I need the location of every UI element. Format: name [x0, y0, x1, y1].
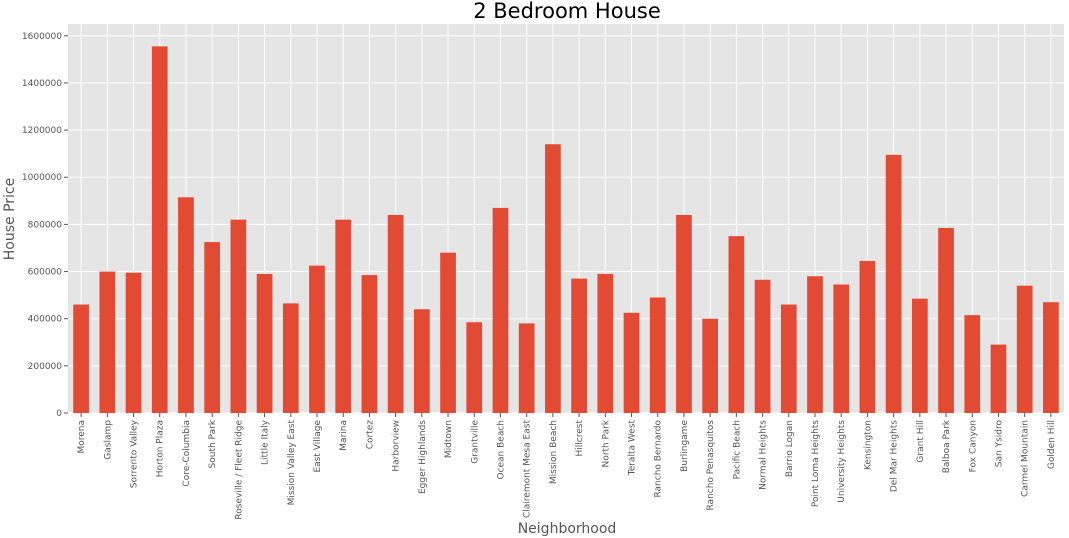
bar [807, 276, 823, 413]
bar [833, 284, 850, 413]
bar [230, 219, 247, 413]
x-axis: Morena Gaslamp Sorrento Valley Horton Plaza… [77, 413, 1057, 520]
bar [702, 318, 719, 413]
bar [178, 197, 194, 413]
x-tick-label: South Park [208, 419, 218, 468]
x-tick-label: Barrio Logan [785, 420, 795, 477]
bar [990, 344, 1007, 413]
bar [885, 154, 902, 413]
bar [676, 214, 692, 413]
chart-title: 2 Bedroom House [473, 0, 661, 23]
x-tick-label: Golden Hill [1047, 420, 1057, 469]
x-tick-label: Roseville / Fleet Ridge [234, 420, 244, 520]
x-tick-label: Normal Heights [759, 420, 769, 490]
x-tick-label: Mission Valley East [287, 420, 297, 506]
bar [754, 279, 771, 413]
y-axis-title: House Price [2, 178, 18, 260]
bar [151, 46, 168, 413]
y-tick-label: 0 [56, 409, 62, 419]
bar [361, 275, 378, 413]
bar [597, 273, 614, 413]
bar [938, 227, 954, 413]
x-tick-label: Morena [77, 420, 87, 454]
bar [440, 252, 456, 413]
x-axis-title: Neighborhood [518, 521, 617, 537]
x-tick-label: Grant Hill [916, 420, 926, 463]
bar [99, 271, 116, 413]
y-tick-label: 1400000 [22, 79, 62, 89]
x-tick-label: Del Mar Heights [890, 420, 900, 492]
bar [545, 144, 561, 413]
x-tick-label: Sorrento Valley [130, 419, 140, 488]
bar [466, 322, 483, 413]
y-tick-label: 600000 [28, 268, 63, 278]
x-tick-label: Hillcrest [575, 420, 585, 457]
x-tick-label: Egger Highlands [418, 420, 428, 494]
x-tick-label: Horton Plaza [156, 420, 166, 477]
bar [780, 304, 797, 413]
x-tick-label: Core-Columbia [182, 420, 192, 487]
x-tick-label: Gaslamp [103, 420, 113, 460]
x-tick-label: East Village [313, 420, 323, 473]
x-tick-label: Point Loma Heights [811, 420, 821, 507]
bar [623, 312, 640, 413]
x-tick-label: Carmel Mountain [1021, 420, 1031, 497]
x-tick-label: Rancho Penasquitos [706, 420, 716, 511]
x-tick-label: Balboa Park [942, 419, 952, 473]
x-tick-label: Marina [339, 420, 349, 451]
x-tick-label: Little Italy [261, 419, 271, 465]
x-tick-label: Grantville [470, 420, 480, 464]
bar [649, 297, 666, 413]
x-tick-label: Ocean Beach [496, 420, 506, 480]
y-tick-label: 1600000 [22, 32, 62, 42]
bar [73, 304, 89, 413]
y-tick-label: 400000 [28, 315, 63, 325]
bar [492, 207, 509, 413]
y-tick-label: 1200000 [22, 126, 62, 136]
bar [309, 265, 325, 413]
bar [282, 303, 299, 413]
x-tick-label: Burlingame [680, 420, 690, 472]
x-tick-label: San Ysidro [994, 420, 1004, 468]
x-tick-label: Rancho Bernardo [654, 420, 664, 498]
bar [518, 323, 535, 413]
bar [964, 315, 981, 413]
x-tick-label: Mission Beach [549, 420, 559, 484]
x-tick-label: Clairemont Mesa East [523, 420, 533, 518]
x-tick-label: Kensington [863, 420, 873, 470]
bar [571, 278, 587, 413]
bar [335, 219, 352, 413]
bar [256, 273, 273, 413]
y-tick-label: 200000 [28, 362, 63, 372]
bar [387, 214, 404, 413]
bar [1043, 302, 1059, 413]
bar [125, 272, 142, 413]
y-tick-label: 1000000 [22, 173, 62, 183]
bar [728, 236, 745, 413]
y-tick-label: 800000 [28, 220, 63, 230]
bar [204, 242, 221, 413]
y-axis: 0 200000 400000 600000 800000 1000000 1200000 1… [22, 32, 68, 419]
x-tick-label: North Park [601, 419, 611, 467]
bar [859, 260, 876, 413]
x-tick-label: Fox Canyon [968, 420, 978, 472]
x-tick-label: Cortez [365, 420, 375, 450]
x-tick-label: Pacific Beach [732, 420, 742, 479]
bars [73, 46, 1059, 413]
bar [413, 309, 430, 413]
x-tick-label: University Heights [837, 420, 847, 503]
bar [1016, 285, 1033, 413]
bar [911, 298, 928, 413]
x-tick-label: Teralta West [628, 420, 638, 477]
x-tick-label: Midtown [444, 420, 454, 458]
x-tick-label: Harborview [392, 420, 402, 472]
